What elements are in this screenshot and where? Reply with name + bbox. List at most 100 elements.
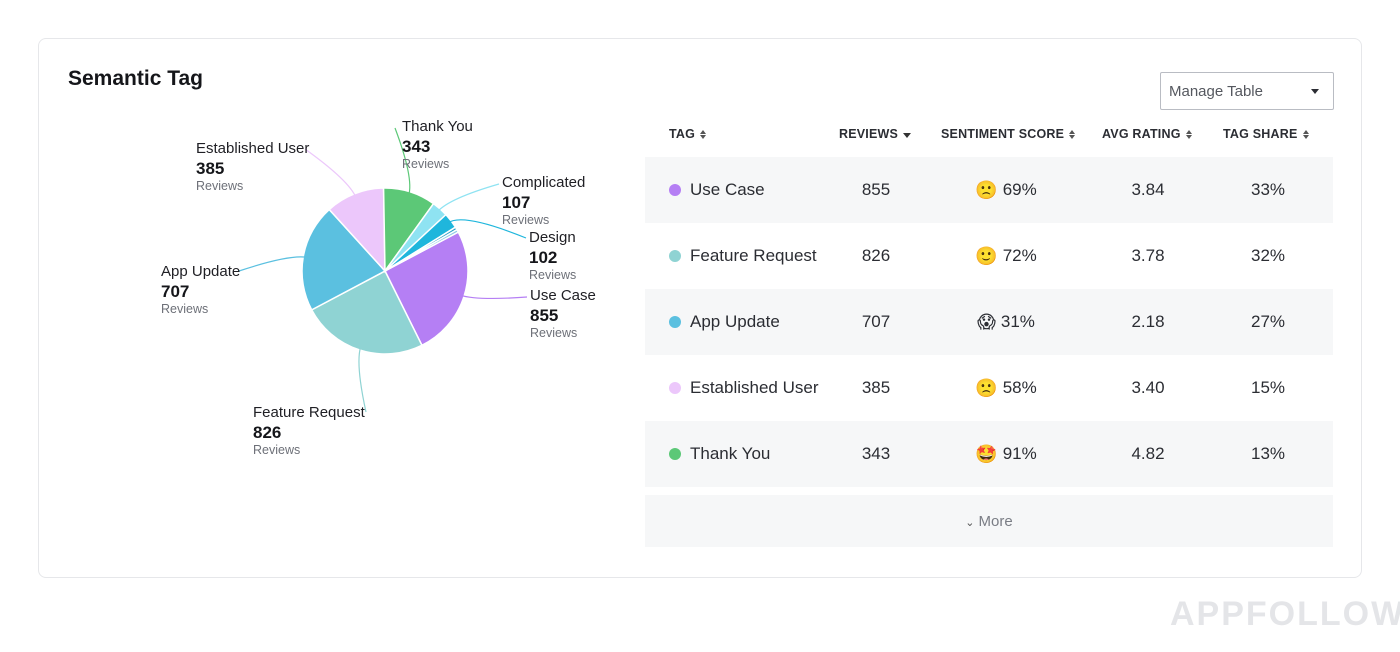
column-header-avg-rating[interactable]: AVG RATING bbox=[1102, 127, 1192, 141]
table-row[interactable]: Thank You 343 🤩 91% 4.82 13% bbox=[645, 421, 1333, 487]
pie-label-name: Thank You bbox=[402, 118, 473, 135]
leader-line-use-case bbox=[460, 294, 528, 300]
reviews-cell: 385 bbox=[861, 378, 891, 397]
sentiment-value: 72% bbox=[1002, 246, 1037, 265]
sort-icon bbox=[1069, 129, 1076, 139]
pie-label-unit: Reviews bbox=[502, 212, 550, 227]
pie-label-value: 385 bbox=[196, 158, 225, 178]
pie-label-unit: Reviews bbox=[161, 301, 209, 316]
manage-table-label: Manage Table bbox=[1169, 82, 1263, 100]
tag-cell: Thank You bbox=[669, 421, 770, 487]
pie-label-unit: Reviews bbox=[253, 442, 301, 457]
leader-line-established-user bbox=[304, 148, 357, 198]
tag-cell: Established User bbox=[669, 355, 819, 421]
pie-label-value: 102 bbox=[529, 247, 558, 267]
reviews-cell: 707 bbox=[861, 312, 891, 331]
pie-label-value: 343 bbox=[402, 136, 431, 156]
tag-color-dot bbox=[669, 382, 681, 394]
sentiment-value: 69% bbox=[1002, 180, 1037, 199]
column-header-tag[interactable]: TAG bbox=[669, 127, 707, 141]
pie-label-name: App Update bbox=[161, 263, 241, 280]
tag-color-dot bbox=[669, 316, 681, 328]
avg-rating-cell: 3.40 bbox=[1131, 378, 1165, 397]
tag-color-dot bbox=[669, 184, 681, 196]
tag-color-dot bbox=[669, 250, 681, 262]
pie-label-name: Complicated bbox=[502, 174, 586, 191]
tag-name: Use Case bbox=[690, 180, 765, 199]
pie-slice-minor[interactable] bbox=[384, 228, 460, 272]
pie-label-value: 707 bbox=[161, 281, 190, 301]
pie-label-established-user: Established User 385 Reviews bbox=[196, 141, 309, 193]
pie-label-value: 107 bbox=[502, 192, 531, 212]
column-header-label: SENTIMENT SCORE bbox=[941, 127, 1065, 141]
sentiment-emoji-icon: 🙂 bbox=[975, 245, 998, 267]
avg-rating-cell: 2.18 bbox=[1131, 312, 1165, 331]
sort-icon bbox=[1185, 129, 1192, 139]
sentiment-emoji-icon: 😱 bbox=[977, 311, 996, 333]
sentiment-cell: 🙁 69% bbox=[941, 157, 1071, 223]
more-button[interactable]: ⌄ More bbox=[645, 495, 1333, 547]
appfollow-watermark: APPFOLLOW bbox=[1170, 595, 1400, 633]
reviews-cell: 826 bbox=[861, 246, 891, 265]
table-row[interactable]: App Update 707 😱 31% 2.18 27% bbox=[645, 289, 1333, 355]
pie-label-unit: Reviews bbox=[530, 325, 578, 340]
pie-label-name: Use Case bbox=[530, 287, 596, 304]
semantic-tag-card: Semantic Tag Manage Table Use Case 855 Rev… bbox=[38, 38, 1362, 578]
tag-table: TAG REVIEWS SENTIMENT SCORE AVG RATING TAG S… bbox=[645, 119, 1333, 547]
more-label: More bbox=[978, 512, 1013, 530]
table-body: Use Case 855 🙁 69% 3.84 33% Feature Request 826… bbox=[645, 157, 1333, 487]
sentiment-cell: 😱 31% bbox=[941, 289, 1071, 355]
sentiment-cell: 🙁 58% bbox=[941, 355, 1071, 421]
column-header-label: TAG SHARE bbox=[1223, 127, 1298, 141]
sentiment-emoji-icon: 🙁 bbox=[975, 179, 998, 201]
pie-label-unit: Reviews bbox=[402, 156, 450, 171]
column-header-label: TAG bbox=[669, 127, 696, 141]
sentiment-emoji-icon: 🤩 bbox=[975, 443, 998, 465]
caret-down-icon bbox=[1311, 88, 1319, 94]
avg-rating-cell: 4.82 bbox=[1131, 444, 1165, 463]
card-title: Semantic Tag bbox=[68, 67, 203, 90]
tag-cell: App Update bbox=[669, 289, 780, 355]
pie-label-name: Design bbox=[529, 229, 576, 246]
table-row[interactable]: Established User 385 🙁 58% 3.40 15% bbox=[645, 355, 1333, 421]
pie-label-unit: Reviews bbox=[196, 178, 244, 193]
leader-line-complicated bbox=[436, 183, 500, 213]
pie-chart bbox=[238, 127, 528, 413]
leader-line-design bbox=[447, 219, 527, 239]
pie-label-name: Established User bbox=[196, 140, 310, 157]
column-header-label: REVIEWS bbox=[839, 127, 899, 141]
sentiment-value: 58% bbox=[1002, 378, 1037, 397]
manage-table-dropdown[interactable]: Manage Table bbox=[1160, 72, 1334, 110]
sentiment-cell: 🤩 91% bbox=[941, 421, 1071, 487]
table-header: TAG REVIEWS SENTIMENT SCORE AVG RATING TAG S… bbox=[645, 119, 1333, 157]
pie-label-design: Design 102 Reviews bbox=[529, 230, 576, 282]
reviews-cell: 855 bbox=[861, 180, 891, 199]
pie-label-name: Feature Request bbox=[253, 404, 365, 421]
tag-name: Feature Request bbox=[690, 246, 817, 265]
pie-label-feature-request: Feature Request 826 Reviews bbox=[253, 405, 365, 457]
tag-share-cell: 13% bbox=[1250, 444, 1286, 463]
avg-rating-cell: 3.78 bbox=[1131, 246, 1165, 265]
column-header-sentiment-score[interactable]: SENTIMENT SCORE bbox=[941, 127, 1076, 141]
tag-name: Established User bbox=[690, 378, 819, 397]
tag-cell: Feature Request bbox=[669, 223, 817, 289]
leader-line-feature-request bbox=[358, 346, 367, 413]
column-header-tag-share[interactable]: TAG SHARE bbox=[1223, 127, 1309, 141]
pie-label-value: 855 bbox=[530, 305, 559, 325]
pie-label-use-case: Use Case 855 Reviews bbox=[530, 288, 596, 340]
sentiment-value: 31% bbox=[1000, 312, 1035, 331]
pie-label-app-update: App Update 707 Reviews bbox=[161, 264, 240, 316]
sentiment-emoji-icon: 🙁 bbox=[975, 377, 998, 399]
table-row[interactable]: Feature Request 826 🙂 72% 3.78 32% bbox=[645, 223, 1333, 289]
column-header-label: AVG RATING bbox=[1102, 127, 1181, 141]
leader-line-thank-you bbox=[394, 127, 411, 196]
tag-cell: Use Case bbox=[669, 157, 765, 223]
avg-rating-cell: 3.84 bbox=[1131, 180, 1165, 199]
sentiment-cell: 🙂 72% bbox=[941, 223, 1071, 289]
column-header-reviews[interactable]: REVIEWS bbox=[839, 127, 912, 141]
pie-label-unit: Reviews bbox=[529, 267, 577, 282]
pie-label-value: 826 bbox=[253, 422, 282, 442]
chevron-down-icon: ⌄ bbox=[965, 516, 975, 529]
tag-name: Thank You bbox=[690, 444, 771, 463]
table-row[interactable]: Use Case 855 🙁 69% 3.84 33% bbox=[645, 157, 1333, 223]
